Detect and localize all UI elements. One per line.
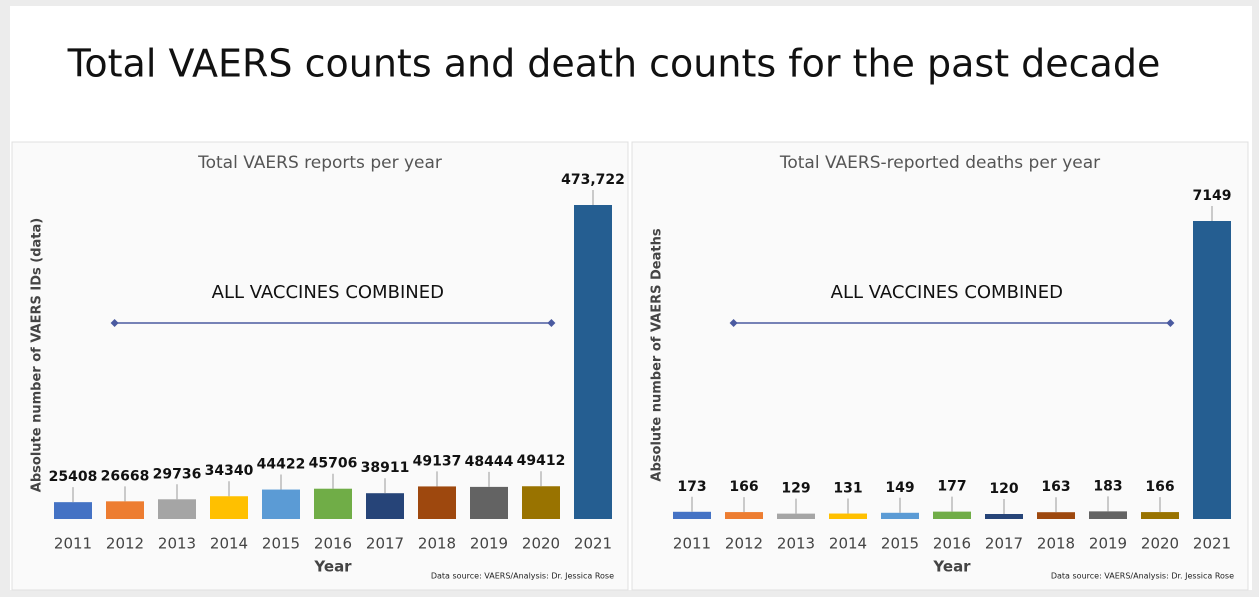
- bar: [106, 501, 144, 519]
- x-tick-label: 2019: [1089, 535, 1127, 553]
- x-axis-label: Year: [313, 558, 352, 576]
- arrow-head: [729, 319, 738, 327]
- x-tick-label: 2017: [366, 535, 404, 553]
- data-label: 120: [989, 481, 1018, 497]
- bar: [725, 512, 763, 519]
- data-label: 45706: [309, 456, 358, 472]
- source-note: Data source: VAERS/Analysis: Dr. Jessica…: [431, 572, 614, 581]
- bar: [210, 496, 248, 519]
- bar: [158, 499, 196, 519]
- bar: [54, 502, 92, 519]
- data-label: 48444: [465, 454, 514, 470]
- x-tick-label: 2017: [985, 535, 1023, 553]
- data-label: 173: [677, 479, 706, 495]
- x-tick-label: 2012: [106, 535, 144, 553]
- source-note: Data source: VAERS/Analysis: Dr. Jessica…: [1051, 572, 1234, 581]
- x-tick-label: 2013: [158, 535, 196, 553]
- bar: [1089, 511, 1127, 519]
- data-label: 473,722: [561, 172, 625, 188]
- arrow-head: [110, 319, 119, 327]
- arrow-head: [1166, 319, 1175, 327]
- y-axis-label: Absolute number of VAERS Deaths: [650, 228, 665, 481]
- data-label: 38911: [361, 460, 410, 476]
- annotation: ALL VACCINES COMBINED: [831, 282, 1063, 303]
- data-label: 149: [885, 480, 914, 496]
- bar: [470, 486, 508, 519]
- x-tick-label: 2013: [777, 535, 815, 553]
- x-tick-label: 2021: [1193, 535, 1231, 553]
- data-label: 44422: [257, 457, 306, 473]
- data-label: 29736: [153, 466, 202, 482]
- data-label: 34340: [205, 463, 254, 479]
- bar: [829, 513, 867, 519]
- bar: [262, 489, 300, 519]
- x-tick-label: 2018: [1037, 535, 1075, 553]
- data-label: 166: [729, 479, 758, 495]
- data-label: 163: [1041, 479, 1070, 495]
- chart-title: Total VAERS-reported deaths per year: [779, 153, 1100, 173]
- x-tick-label: 2014: [829, 535, 867, 553]
- data-label: 177: [937, 479, 966, 495]
- x-tick-label: 2020: [1141, 535, 1179, 553]
- x-tick-label: 2018: [418, 535, 456, 553]
- x-tick-label: 2019: [470, 535, 508, 553]
- panel: [11, 141, 629, 591]
- bar: [1141, 512, 1179, 519]
- y-axis-label: Absolute number of VAERS IDs (data): [30, 218, 45, 492]
- data-label: 166: [1145, 479, 1174, 495]
- bar: [777, 513, 815, 519]
- data-label: 49137: [413, 453, 462, 469]
- x-tick-label: 2020: [522, 535, 560, 553]
- bar: [1037, 512, 1075, 519]
- bar: [574, 205, 612, 519]
- bar: [418, 486, 456, 519]
- data-label: 183: [1093, 478, 1122, 494]
- data-label: 26668: [101, 468, 150, 484]
- panel: [631, 141, 1249, 591]
- bar: [673, 511, 711, 519]
- x-tick-label: 2015: [881, 535, 919, 553]
- x-tick-label: 2014: [210, 535, 248, 553]
- bar: [314, 488, 352, 519]
- data-label: 25408: [49, 469, 98, 485]
- arrow-head: [547, 319, 556, 327]
- x-tick-label: 2015: [262, 535, 300, 553]
- bar: [522, 486, 560, 519]
- data-label: 129: [781, 481, 810, 497]
- bar: [985, 513, 1023, 519]
- bar: [933, 511, 971, 519]
- annotation: ALL VACCINES COMBINED: [212, 282, 444, 303]
- x-tick-label: 2021: [574, 535, 612, 553]
- x-axis-label: Year: [932, 558, 971, 576]
- x-tick-label: 2016: [933, 535, 971, 553]
- x-tick-label: 2016: [314, 535, 352, 553]
- data-label: 49412: [517, 453, 566, 469]
- chart-title: Total VAERS reports per year: [197, 153, 442, 173]
- bar: [881, 512, 919, 519]
- bar: [366, 493, 404, 519]
- x-tick-label: 2012: [725, 535, 763, 553]
- x-tick-label: 2011: [54, 535, 92, 553]
- bar: [1193, 221, 1231, 519]
- data-label: 131: [833, 481, 862, 497]
- slide-title: Total VAERS counts and death counts for …: [67, 42, 1161, 86]
- data-label: 7149: [1193, 188, 1232, 204]
- x-tick-label: 2011: [673, 535, 711, 553]
